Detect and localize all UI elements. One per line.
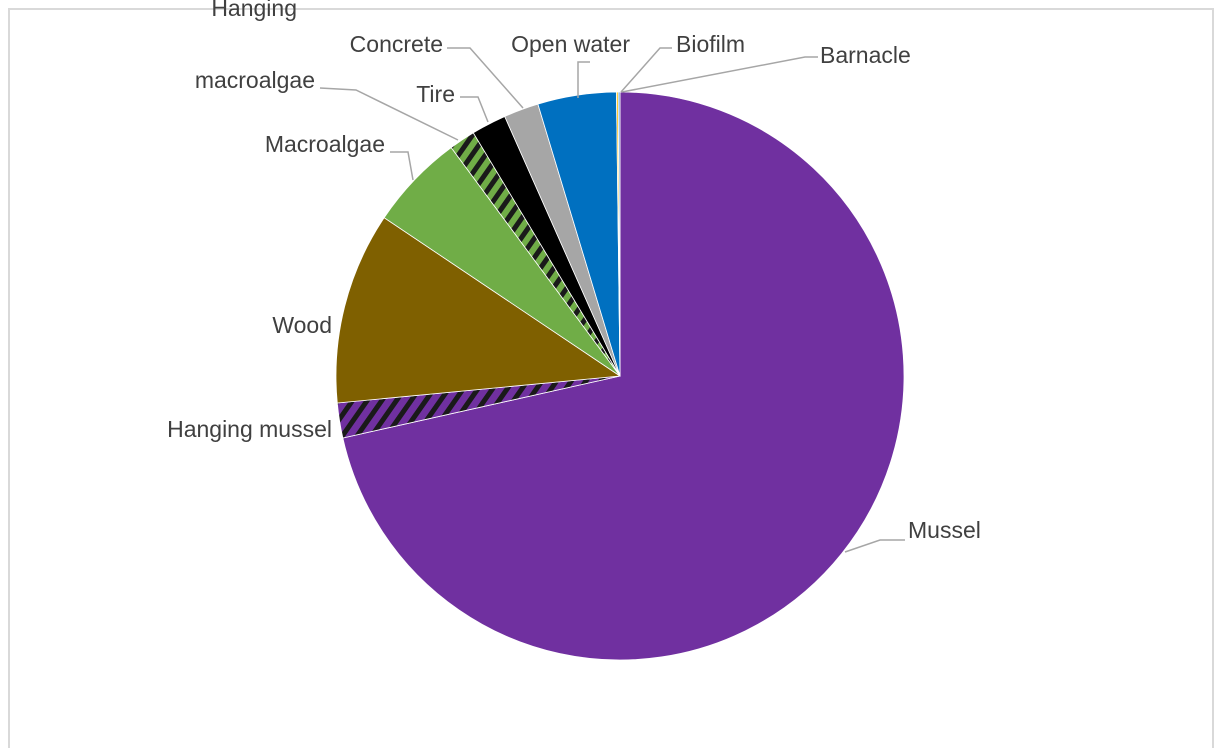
slice-wood	[335, 217, 622, 404]
data-label-tire: Tire	[416, 81, 455, 107]
leader-line-macroalgae	[390, 151, 414, 181]
data-label-hanging-mussel: Hanging mussel	[167, 416, 332, 442]
data-label-open-water: Open water	[511, 31, 630, 57]
leader-line-hanging-macroalgae	[319, 87, 459, 141]
data-label-barnacle: Barnacle	[820, 42, 911, 68]
leader-line-biofilm	[620, 47, 672, 93]
data-label-biofilm: Biofilm	[676, 31, 745, 57]
leader-line-mussel	[844, 539, 905, 553]
slice-mussel	[342, 91, 905, 661]
data-label-mussel: Mussel	[908, 517, 981, 543]
leader-line-concrete	[447, 47, 524, 109]
data-label-concrete: Concrete	[350, 31, 443, 57]
leader-line-barnacle	[621, 56, 818, 93]
data-label-wood: Wood	[272, 312, 332, 338]
leader-line-open-water	[577, 61, 590, 98]
slice-barnacle	[617, 91, 621, 377]
data-label-macroalgae: Macroalgae	[265, 131, 385, 157]
data-label-hanging-macroalgae: Hanging macroalgae	[195, 0, 315, 93]
leader-line-tire	[460, 96, 489, 123]
